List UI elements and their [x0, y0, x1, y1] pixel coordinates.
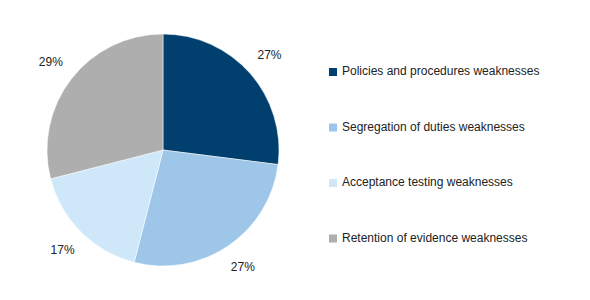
data-label: 17% — [51, 243, 75, 257]
legend-item: Segregation of duties weaknesses — [329, 120, 525, 134]
legend-label: Policies and procedures weaknesses — [342, 64, 539, 78]
legend: Policies and procedures weaknesses Segreg… — [329, 64, 539, 245]
legend-label: Segregation of duties weaknesses — [342, 120, 525, 134]
legend-item: Retention of evidence weaknesses — [329, 231, 527, 245]
pie — [47, 34, 279, 266]
legend-item: Policies and procedures weaknesses — [329, 64, 539, 78]
legend-swatch — [329, 179, 337, 187]
legend-swatch — [329, 235, 337, 243]
data-label: 27% — [231, 260, 255, 274]
data-labels: 27% 27% 17% 29% — [39, 48, 282, 273]
legend-swatch — [329, 124, 337, 132]
legend-label: Acceptance testing weaknesses — [342, 175, 513, 189]
data-label: 27% — [258, 48, 282, 62]
legend-label: Retention of evidence weaknesses — [342, 231, 527, 245]
chart: 27% 27% 17% 29% Policies and procedures weak… — [0, 0, 590, 300]
data-label: 29% — [39, 55, 63, 69]
pie-slice — [47, 34, 163, 179]
legend-item: Acceptance testing weaknesses — [329, 175, 513, 189]
legend-swatch — [329, 68, 337, 76]
